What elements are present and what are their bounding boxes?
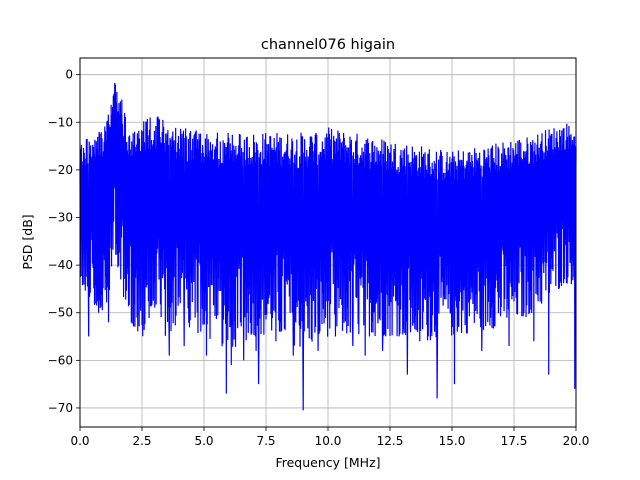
y-tick-label: −30 [48,211,73,225]
x-tick-label: 17.5 [501,434,528,448]
series-layer [79,82,577,411]
y-tick-label: 0 [65,68,73,82]
y-tick-label: −20 [48,163,73,177]
x-axis-label: Frequency [MHz] [275,455,380,470]
x-tick-label: 15.0 [439,434,466,448]
x-tick-label: 12.5 [377,434,404,448]
x-tick-label: 20.0 [563,434,590,448]
x-tick-label: 0.0 [70,434,89,448]
x-tick-label: 5.0 [194,434,213,448]
chart-title: channel076 higain [261,37,395,53]
y-axis: 0 −10 −20 −30 −40 −50 −60 −70 [48,68,80,415]
psd-series-line [79,82,577,411]
y-tick-label: −50 [48,306,73,320]
y-tick-label: −70 [48,401,73,415]
x-tick-label: 10.0 [315,434,342,448]
y-tick-label: −40 [48,258,73,272]
y-tick-label: −10 [48,115,73,129]
y-axis-label: PSD [dB] [20,214,35,269]
x-axis: 0.0 2.5 5.0 7.5 10.0 12.5 15.0 17.5 20.0 [70,427,589,448]
y-tick-label: −60 [48,353,73,367]
x-tick-label: 7.5 [256,434,275,448]
x-tick-label: 2.5 [132,434,151,448]
